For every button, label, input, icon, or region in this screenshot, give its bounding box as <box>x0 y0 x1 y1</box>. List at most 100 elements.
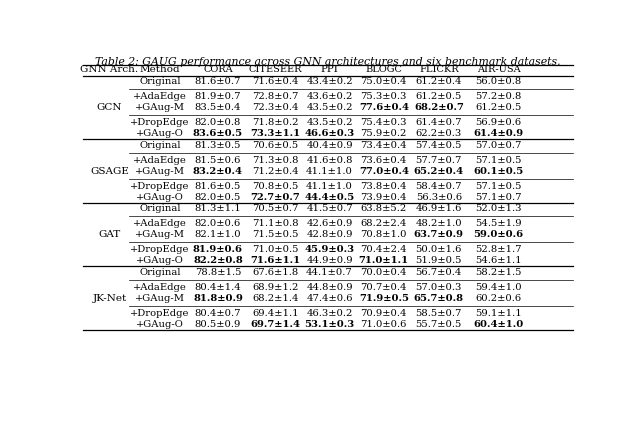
Text: 61.2±0.5: 61.2±0.5 <box>476 103 522 112</box>
Text: 81.3±1.1: 81.3±1.1 <box>195 204 241 213</box>
Text: FLICKR: FLICKR <box>419 65 459 74</box>
Text: 80.4±0.7: 80.4±0.7 <box>195 309 241 318</box>
Text: 70.7±0.4: 70.7±0.4 <box>360 282 407 292</box>
Text: 48.2±1.0: 48.2±1.0 <box>415 219 462 228</box>
Text: 43.5±0.2: 43.5±0.2 <box>307 103 353 112</box>
Text: Original: Original <box>139 204 180 213</box>
Text: 41.1±1.0: 41.1±1.0 <box>306 167 353 176</box>
Text: 43.4±0.2: 43.4±0.2 <box>306 77 353 86</box>
Text: 75.0±0.4: 75.0±0.4 <box>360 77 407 86</box>
Text: 47.4±0.6: 47.4±0.6 <box>307 294 353 303</box>
Text: 41.5±0.7: 41.5±0.7 <box>306 204 353 213</box>
Text: 81.5±0.6: 81.5±0.6 <box>195 155 241 165</box>
Text: 56.9±0.6: 56.9±0.6 <box>476 118 522 127</box>
Text: +DropEdge: +DropEdge <box>130 245 189 254</box>
Text: 69.4±1.1: 69.4±1.1 <box>252 309 299 318</box>
Text: JK-Net: JK-Net <box>92 294 127 303</box>
Text: 43.5±0.2: 43.5±0.2 <box>307 118 353 127</box>
Text: 59.4±1.0: 59.4±1.0 <box>475 282 522 292</box>
Text: 70.8±0.5: 70.8±0.5 <box>252 182 298 191</box>
Text: +GAug-O: +GAug-O <box>136 193 184 202</box>
Text: 60.2±0.6: 60.2±0.6 <box>476 294 522 303</box>
Text: +DropEdge: +DropEdge <box>130 309 189 318</box>
Text: 71.0±0.6: 71.0±0.6 <box>360 320 407 329</box>
Text: 75.9±0.2: 75.9±0.2 <box>360 129 407 138</box>
Text: GCN: GCN <box>97 103 122 112</box>
Text: 46.9±1.6: 46.9±1.6 <box>415 204 462 213</box>
Text: 70.8±1.0: 70.8±1.0 <box>360 230 407 239</box>
Text: 41.1±1.0: 41.1±1.0 <box>306 182 353 191</box>
Text: 65.7±0.8: 65.7±0.8 <box>414 294 464 303</box>
Text: 54.5±1.9: 54.5±1.9 <box>475 219 522 228</box>
Text: 82.2±0.8: 82.2±0.8 <box>193 257 243 265</box>
Text: 71.0±1.1: 71.0±1.1 <box>359 257 409 265</box>
Text: 82.0±0.8: 82.0±0.8 <box>195 118 241 127</box>
Text: 41.6±0.8: 41.6±0.8 <box>307 155 353 165</box>
Text: BLOGC: BLOGC <box>365 65 402 74</box>
Text: +GAug-M: +GAug-M <box>135 103 185 112</box>
Text: 57.0±0.3: 57.0±0.3 <box>415 282 462 292</box>
Text: GSAGE: GSAGE <box>90 167 129 176</box>
Text: 46.3±0.2: 46.3±0.2 <box>307 309 353 318</box>
Text: 46.6±0.3: 46.6±0.3 <box>305 129 355 138</box>
Text: GNN Arch.: GNN Arch. <box>81 65 138 74</box>
Text: 45.9±0.3: 45.9±0.3 <box>305 245 355 254</box>
Text: 60.4±1.0: 60.4±1.0 <box>474 320 524 329</box>
Text: 71.9±0.5: 71.9±0.5 <box>359 294 409 303</box>
Text: 56.3±0.6: 56.3±0.6 <box>416 193 462 202</box>
Text: 71.6±1.1: 71.6±1.1 <box>250 257 300 265</box>
Text: 77.6±0.4: 77.6±0.4 <box>359 103 409 112</box>
Text: 44.4±0.5: 44.4±0.5 <box>305 193 355 202</box>
Text: +DropEdge: +DropEdge <box>130 118 189 127</box>
Text: +AdaEdge: +AdaEdge <box>133 92 187 101</box>
Text: 62.2±0.3: 62.2±0.3 <box>416 129 462 138</box>
Text: 82.0±0.5: 82.0±0.5 <box>195 193 241 202</box>
Text: 73.8±0.4: 73.8±0.4 <box>360 182 407 191</box>
Text: 51.9±0.5: 51.9±0.5 <box>415 257 462 265</box>
Text: 42.6±0.9: 42.6±0.9 <box>307 219 353 228</box>
Text: 57.0±0.7: 57.0±0.7 <box>476 140 522 150</box>
Text: 77.0±0.4: 77.0±0.4 <box>359 167 409 176</box>
Text: 68.9±1.2: 68.9±1.2 <box>252 282 298 292</box>
Text: 69.7±1.4: 69.7±1.4 <box>250 320 300 329</box>
Text: 58.5±0.7: 58.5±0.7 <box>415 309 462 318</box>
Text: +GAug-M: +GAug-M <box>135 230 185 239</box>
Text: 71.6±0.4: 71.6±0.4 <box>252 77 298 86</box>
Text: 59.1±1.1: 59.1±1.1 <box>475 309 522 318</box>
Text: 60.1±0.5: 60.1±0.5 <box>474 167 524 176</box>
Text: 81.8±0.9: 81.8±0.9 <box>193 294 243 303</box>
Text: 58.4±0.7: 58.4±0.7 <box>415 182 462 191</box>
Text: 72.3±0.4: 72.3±0.4 <box>252 103 298 112</box>
Text: 80.5±0.9: 80.5±0.9 <box>195 320 241 329</box>
Text: CORA: CORA <box>203 65 233 74</box>
Text: 44.1±0.7: 44.1±0.7 <box>306 268 353 277</box>
Text: 68.2±2.4: 68.2±2.4 <box>360 219 407 228</box>
Text: 65.2±0.4: 65.2±0.4 <box>414 167 464 176</box>
Text: +AdaEdge: +AdaEdge <box>133 282 187 292</box>
Text: 75.3±0.3: 75.3±0.3 <box>360 92 407 101</box>
Text: 57.7±0.7: 57.7±0.7 <box>415 155 462 165</box>
Text: 81.6±0.7: 81.6±0.7 <box>195 77 241 86</box>
Text: 71.2±0.4: 71.2±0.4 <box>252 167 299 176</box>
Text: +AdaEdge: +AdaEdge <box>133 219 187 228</box>
Text: 52.0±1.3: 52.0±1.3 <box>476 204 522 213</box>
Text: 54.6±1.1: 54.6±1.1 <box>475 257 522 265</box>
Text: Original: Original <box>139 268 180 277</box>
Text: CITESEER: CITESEER <box>248 65 302 74</box>
Text: 61.4±0.9: 61.4±0.9 <box>474 129 524 138</box>
Text: 71.8±0.2: 71.8±0.2 <box>252 118 298 127</box>
Text: 55.7±0.5: 55.7±0.5 <box>415 320 462 329</box>
Text: 71.0±0.5: 71.0±0.5 <box>252 245 298 254</box>
Text: 53.1±0.3: 53.1±0.3 <box>305 320 355 329</box>
Text: 70.5±0.7: 70.5±0.7 <box>252 204 298 213</box>
Text: 78.8±1.5: 78.8±1.5 <box>195 268 241 277</box>
Text: 70.9±0.4: 70.9±0.4 <box>360 309 407 318</box>
Text: +GAug-M: +GAug-M <box>135 167 185 176</box>
Text: 80.4±1.4: 80.4±1.4 <box>195 282 241 292</box>
Text: 71.1±0.8: 71.1±0.8 <box>252 219 299 228</box>
Text: 56.7±0.4: 56.7±0.4 <box>415 268 462 277</box>
Text: 50.0±1.6: 50.0±1.6 <box>415 245 462 254</box>
Text: 58.2±1.5: 58.2±1.5 <box>476 268 522 277</box>
Text: 83.5±0.4: 83.5±0.4 <box>195 103 241 112</box>
Text: 42.8±0.9: 42.8±0.9 <box>307 230 353 239</box>
